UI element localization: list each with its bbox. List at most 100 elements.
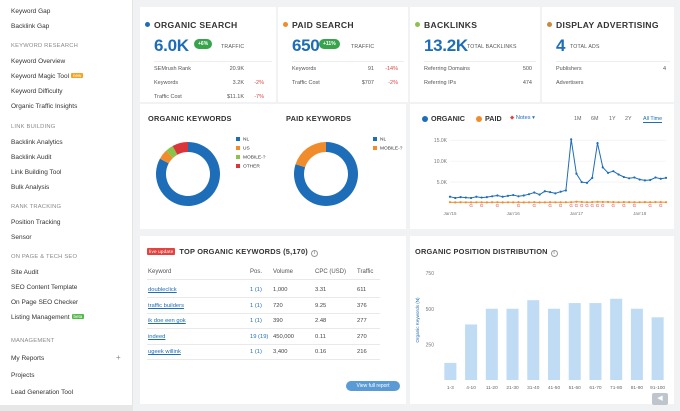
series-point[interactable] bbox=[464, 196, 467, 199]
series-point[interactable] bbox=[469, 196, 473, 200]
series-point[interactable] bbox=[475, 201, 478, 204]
series-point[interactable] bbox=[570, 138, 573, 141]
series-point[interactable] bbox=[564, 189, 568, 192]
series-point[interactable] bbox=[606, 171, 610, 174]
sidebar-item[interactable]: Link Building Tool bbox=[11, 169, 61, 176]
bar[interactable] bbox=[651, 317, 664, 380]
note-marker[interactable]: G bbox=[633, 203, 637, 208]
sidebar-item[interactable]: Keyword Difficulty bbox=[11, 88, 63, 95]
series-point[interactable] bbox=[512, 193, 515, 197]
position-distribution-chart[interactable]: 750 500 250 Organic Keywords (N) 1-3 4-10 11-2… bbox=[410, 260, 674, 404]
note-marker[interactable]: G bbox=[575, 203, 579, 208]
series-point[interactable] bbox=[664, 201, 668, 204]
series-point[interactable] bbox=[564, 201, 568, 204]
note-marker[interactable]: G bbox=[480, 203, 484, 208]
notes-toggle[interactable]: Notes bbox=[515, 115, 531, 121]
info-icon[interactable]: i bbox=[310, 250, 318, 257]
series-line[interactable] bbox=[449, 139, 667, 199]
bar[interactable] bbox=[589, 303, 602, 380]
series-point[interactable] bbox=[506, 201, 510, 204]
series-point[interactable] bbox=[622, 175, 625, 179]
table-cell[interactable]: 19 (19) bbox=[250, 333, 269, 340]
paid-search-card[interactable]: PAID SEARCH 650 +11% TRAFFIC Keywords 91 -… bbox=[278, 7, 408, 102]
series-point[interactable] bbox=[622, 200, 625, 204]
series-point[interactable] bbox=[643, 179, 647, 182]
series-point[interactable] bbox=[475, 195, 478, 198]
backlinks-card[interactable]: BACKLINKS 13.2K TOTAL BACKLINKS Referrin… bbox=[410, 7, 540, 102]
note-marker[interactable]: G bbox=[569, 203, 573, 208]
series-point[interactable] bbox=[575, 172, 578, 175]
sidebar-item[interactable]: Keyword Overview bbox=[11, 58, 65, 65]
bar[interactable] bbox=[465, 324, 478, 380]
series-point[interactable] bbox=[606, 200, 610, 204]
series-point[interactable] bbox=[454, 201, 457, 204]
series-point[interactable] bbox=[654, 200, 657, 204]
sidebar-item[interactable]: Projects bbox=[11, 372, 34, 379]
series-point[interactable] bbox=[575, 200, 578, 203]
series-point[interactable] bbox=[480, 201, 483, 204]
note-marker[interactable]: G bbox=[533, 203, 537, 208]
display-advertising-card[interactable]: DISPLAY ADVERTISING 4 TOTAL ADS Publishe… bbox=[542, 7, 674, 102]
note-marker[interactable]: G bbox=[559, 203, 563, 208]
series-point[interactable] bbox=[633, 176, 636, 179]
series-point[interactable] bbox=[485, 201, 488, 204]
sidebar-item[interactable]: Site Audit bbox=[11, 269, 38, 276]
series-point[interactable] bbox=[491, 201, 494, 204]
series-point[interactable] bbox=[459, 201, 462, 204]
bar[interactable] bbox=[444, 362, 457, 380]
series-point[interactable] bbox=[454, 196, 457, 200]
timeframe-tab[interactable]: All Time bbox=[643, 116, 663, 123]
series-point[interactable] bbox=[628, 177, 631, 180]
series-point[interactable] bbox=[517, 195, 520, 198]
series-point[interactable] bbox=[649, 178, 652, 182]
sidebar-item[interactable]: SEO Content Template bbox=[11, 284, 77, 291]
series-point[interactable] bbox=[464, 201, 467, 204]
series-point[interactable] bbox=[538, 201, 541, 204]
series-point[interactable] bbox=[554, 201, 557, 204]
sidebar-item[interactable]: Backlink Audit bbox=[11, 154, 51, 161]
note-marker[interactable]: G bbox=[612, 203, 616, 208]
series-point[interactable] bbox=[601, 166, 604, 169]
series-point[interactable] bbox=[617, 201, 620, 204]
sidebar-item[interactable]: Bulk Analysis bbox=[11, 184, 49, 191]
note-marker[interactable]: G bbox=[590, 203, 594, 208]
sidebar-item[interactable]: Keyword Magic Tool new bbox=[11, 73, 84, 80]
sidebar-item[interactable]: On Page SEO Checker bbox=[11, 299, 78, 306]
series-point[interactable] bbox=[638, 201, 641, 204]
series-point[interactable] bbox=[664, 176, 668, 179]
series-point[interactable] bbox=[628, 201, 631, 204]
bar[interactable] bbox=[630, 308, 643, 380]
series-point[interactable] bbox=[559, 190, 562, 193]
series-point[interactable] bbox=[559, 201, 562, 204]
view-full-report-button[interactable]: View full report bbox=[346, 381, 400, 391]
series-point[interactable] bbox=[596, 200, 599, 204]
timeframe-tab[interactable]: 1Y bbox=[609, 116, 616, 122]
sidebar-item[interactable]: Sensor bbox=[11, 234, 32, 241]
keyword-link[interactable]: doubleclick bbox=[148, 287, 177, 293]
sidebar-item[interactable]: Organic Traffic Insights bbox=[11, 103, 77, 110]
sidebar-item[interactable]: Position Tracking bbox=[11, 219, 61, 226]
donut-slice[interactable] bbox=[166, 145, 178, 158]
table-cell[interactable]: 1 (1) bbox=[250, 302, 262, 309]
series-point[interactable] bbox=[496, 194, 499, 197]
series-point[interactable] bbox=[585, 201, 589, 204]
series-point[interactable] bbox=[638, 178, 641, 181]
series-point[interactable] bbox=[580, 200, 583, 204]
note-marker[interactable]: G bbox=[580, 203, 584, 208]
bar[interactable] bbox=[568, 303, 581, 380]
note-marker[interactable]: G bbox=[585, 203, 589, 208]
table-cell[interactable]: 1 (1) bbox=[250, 349, 262, 355]
note-marker[interactable]: G bbox=[622, 203, 626, 208]
series-point[interactable] bbox=[538, 193, 541, 196]
note-marker[interactable]: G bbox=[596, 203, 600, 208]
bar[interactable] bbox=[485, 308, 498, 380]
series-point[interactable] bbox=[501, 195, 504, 198]
keyword-link[interactable]: ugeek willink bbox=[148, 349, 181, 355]
series-point[interactable] bbox=[585, 181, 589, 184]
sidebar-item[interactable]: Listing Management beta bbox=[11, 314, 85, 321]
series-point[interactable] bbox=[527, 201, 531, 204]
note-marker[interactable]: G bbox=[659, 203, 663, 208]
series-point[interactable] bbox=[491, 195, 494, 198]
series-point[interactable] bbox=[533, 191, 536, 194]
series-point[interactable] bbox=[543, 201, 546, 204]
